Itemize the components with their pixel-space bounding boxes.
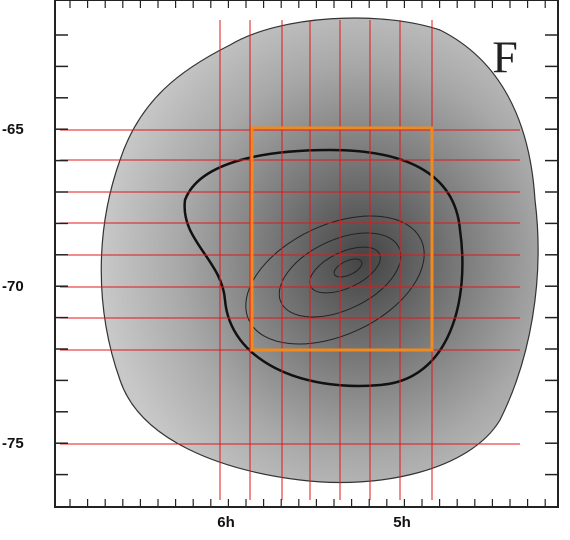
y-tick-label: -65 <box>2 121 24 138</box>
contour <box>309 246 381 294</box>
contour <box>245 215 425 345</box>
panel-label: F <box>492 32 518 83</box>
x-tick-label: 6h <box>217 514 235 531</box>
contour <box>183 148 464 388</box>
x-tick-label: 5h <box>393 514 411 531</box>
y-tick-label: -70 <box>2 278 24 295</box>
contour <box>278 232 402 318</box>
y-tick-label: -75 <box>2 435 24 452</box>
contour <box>333 258 363 278</box>
selection-box <box>250 126 434 352</box>
galaxy-density <box>100 17 539 484</box>
